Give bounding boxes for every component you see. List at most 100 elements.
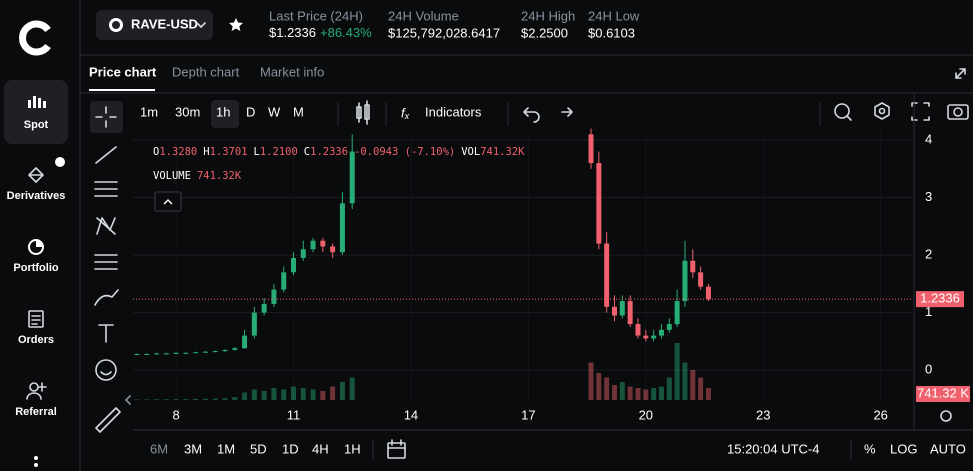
tab[interactable]: Market info: [260, 64, 324, 79]
more[interactable]: [34, 456, 38, 460]
chart-actions[interactable]: [834, 102, 969, 121]
range-button[interactable]: 1H: [344, 441, 361, 456]
collapse-legend[interactable]: [163, 198, 173, 205]
candle-body: [705, 286, 711, 300]
chart-actions[interactable]: [911, 102, 930, 121]
range-button[interactable]: 1D: [282, 441, 299, 456]
nav-icon[interactable]: [28, 100, 31, 108]
interval[interactable]: D: [246, 104, 255, 119]
range-button[interactable]: 6M: [150, 441, 168, 456]
chart-actions[interactable]: [874, 102, 890, 120]
drawing-tools[interactable]: [96, 217, 116, 235]
pair-selector[interactable]: [96, 10, 213, 40]
drawing-tools[interactable]: [125, 395, 131, 405]
indicators[interactable]: Indicators: [425, 104, 482, 119]
drawing-tools[interactable]: [95, 359, 117, 381]
fx-icon[interactable]: fx: [401, 105, 410, 121]
interval[interactable]: 1m: [140, 104, 158, 119]
drawing-tools[interactable]: [90, 101, 131, 433]
nav-icon[interactable]: [28, 310, 44, 328]
tab[interactable]: Depth chart: [172, 64, 240, 79]
candle-body: [320, 240, 326, 247]
scale-option[interactable]: AUTO: [930, 441, 966, 456]
drawing-tools[interactable]: [95, 407, 121, 433]
drawing-tools[interactable]: [94, 289, 119, 306]
volume-bar: [251, 389, 257, 400]
tab-underline: [89, 89, 155, 91]
nav-icon[interactable]: [31, 315, 41, 325]
more[interactable]: [34, 456, 38, 467]
scale-option[interactable]: %: [864, 441, 876, 456]
nav-icon[interactable]: [28, 167, 44, 183]
logo[interactable]: [19, 20, 51, 56]
stat-label: 24H High: [521, 8, 575, 23]
nav-icon[interactable]: [28, 310, 44, 328]
nav-label[interactable]: Portfolio: [13, 262, 58, 274]
nav-icon[interactable]: [28, 239, 44, 255]
x-tick-label: 8: [172, 407, 179, 422]
nav-icon[interactable]: [36, 240, 43, 247]
undo[interactable]: [523, 107, 540, 123]
range-button[interactable]: 3M: [184, 441, 202, 456]
date-picker[interactable]: [387, 439, 406, 459]
interval-selected[interactable]: [211, 100, 239, 128]
volume-bar: [651, 388, 657, 400]
chart-actions[interactable]: [953, 107, 963, 117]
drawing-tools[interactable]: [94, 254, 118, 270]
chart-style[interactable]: [356, 100, 370, 125]
pair-name[interactable]: RAVE-USD: [131, 16, 198, 31]
expand[interactable]: [955, 68, 966, 79]
collapse-legend[interactable]: [154, 191, 182, 212]
interval[interactable]: 1h: [216, 104, 230, 119]
chart-actions[interactable]: [846, 115, 852, 121]
tab[interactable]: Price chart: [89, 64, 157, 79]
nav-selected[interactable]: [4, 80, 68, 144]
nav-label[interactable]: Referral: [15, 406, 57, 418]
chevron[interactable]: [196, 22, 206, 28]
nav-label[interactable]: Orders: [18, 334, 54, 346]
nav-label[interactable]: Spot: [24, 119, 49, 131]
volume-bar: [300, 388, 306, 400]
chart-actions[interactable]: [947, 104, 969, 120]
chart-actions[interactable]: [878, 107, 886, 115]
interval[interactable]: W: [268, 104, 281, 119]
nav-icon[interactable]: [43, 101, 46, 108]
axis-settings[interactable]: [940, 410, 952, 422]
chart-style[interactable]: [358, 100, 368, 125]
chart-actions[interactable]: [834, 103, 850, 119]
drawing-tools[interactable]: [95, 106, 117, 128]
redo[interactable]: [561, 107, 573, 117]
nav-icon[interactable]: [26, 382, 47, 400]
drawing-tools[interactable]: [100, 371, 112, 376]
range-button[interactable]: 1M: [217, 441, 235, 456]
logo[interactable]: [19, 20, 51, 56]
nav-icon[interactable]: [33, 96, 36, 108]
nav-icon[interactable]: [26, 382, 47, 400]
fx-icon[interactable]: x: [404, 111, 410, 121]
scale-option[interactable]: LOG: [890, 441, 917, 456]
vol-value: 741.32K: [480, 146, 525, 158]
candle-body: [643, 335, 649, 339]
range-button[interactable]: 4H: [312, 441, 329, 456]
drawing-tools[interactable]: [98, 324, 114, 343]
range-button[interactable]: 5D: [250, 441, 267, 456]
drawing-tools[interactable]: [95, 146, 117, 164]
date-picker[interactable]: [387, 442, 406, 459]
notification-dot: [55, 157, 65, 167]
candle-body: [173, 352, 179, 354]
last-price-tag: [916, 291, 964, 308]
nav-icon[interactable]: [28, 96, 46, 108]
nav-icon[interactable]: [28, 167, 44, 183]
interval[interactable]: 30m: [175, 104, 200, 119]
y-tick-label: 4: [925, 131, 932, 146]
more[interactable]: [34, 463, 38, 467]
drawing-tools[interactable]: [94, 181, 118, 197]
favorite-star[interactable]: [229, 18, 243, 31]
nav-label[interactable]: Derivatives: [7, 190, 66, 202]
nav-icon[interactable]: [38, 98, 41, 108]
interval[interactable]: M: [293, 104, 304, 119]
drawing-tools[interactable]: [90, 101, 123, 133]
separator: [337, 102, 821, 126]
date-picker[interactable]: [387, 439, 406, 449]
